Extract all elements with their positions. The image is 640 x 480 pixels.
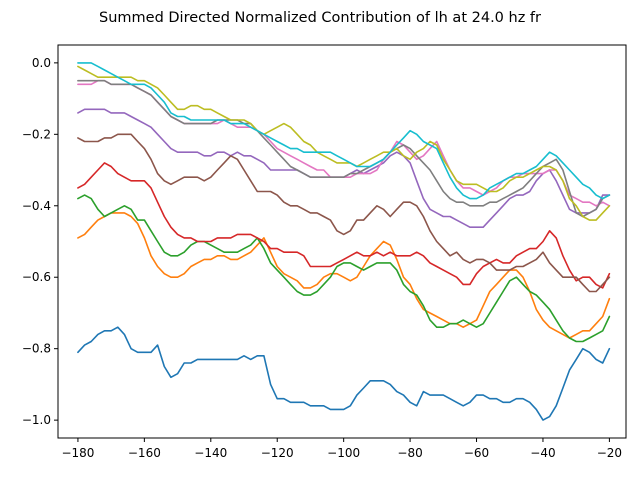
series-line-5	[77, 108, 611, 228]
series-line-8	[77, 79, 611, 218]
series-group	[77, 62, 611, 421]
series-line-10	[77, 62, 611, 200]
series-line-6	[77, 133, 611, 293]
series-line-3	[77, 194, 611, 343]
y-axis: 0.0 −0.2 −0.4 −0.6 −0.8 −1.0	[22, 56, 58, 427]
series-line-2	[77, 212, 611, 339]
y-tick-label: −0.4	[22, 199, 51, 213]
series-line-7	[77, 79, 611, 207]
x-tick-label: −140	[194, 446, 227, 460]
x-tick-label: −20	[597, 446, 622, 460]
y-tick-label: −1.0	[22, 413, 51, 427]
x-tick-label: −80	[397, 446, 422, 460]
series-line-9	[77, 65, 611, 221]
x-axis: −180 −160 −140 −120 −100 −80 −60 −40 −20	[61, 438, 622, 460]
series-line-1	[77, 326, 611, 421]
chart-title: Summed Directed Normalized Contribution …	[99, 10, 541, 26]
y-tick-label: 0.0	[32, 56, 51, 70]
series-line-4	[77, 162, 611, 289]
plot-frame	[57, 44, 627, 439]
x-tick-label: −40	[530, 446, 555, 460]
x-tick-label: −180	[61, 446, 94, 460]
y-tick-label: −0.8	[22, 342, 51, 356]
y-tick-label: −0.2	[22, 127, 51, 141]
x-tick-label: −120	[261, 446, 294, 460]
x-tick-label: −160	[128, 446, 161, 460]
x-tick-label: −100	[327, 446, 360, 460]
x-tick-label: −60	[464, 446, 489, 460]
y-tick-label: −0.6	[22, 270, 51, 284]
